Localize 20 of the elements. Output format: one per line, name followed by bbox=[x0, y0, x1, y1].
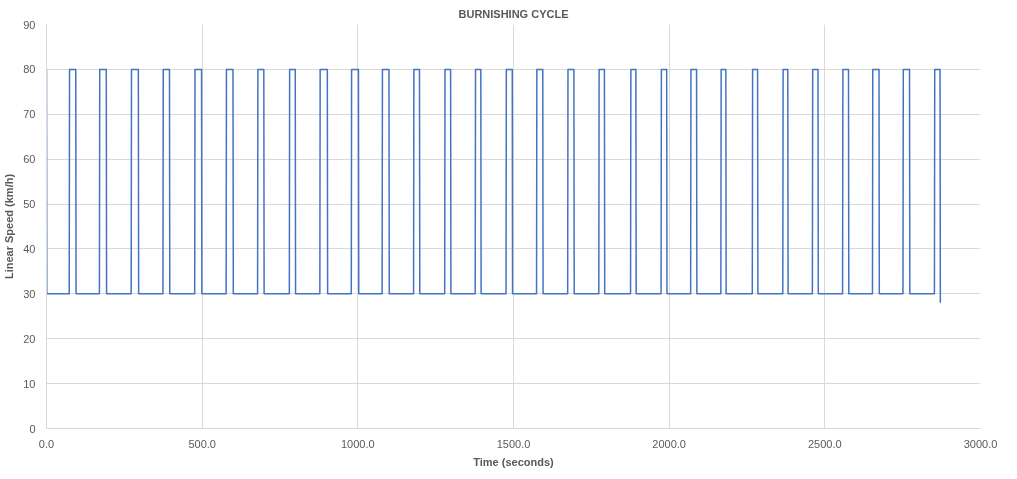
x-tick-label: 2000.0 bbox=[652, 437, 686, 450]
y-tick-label: 80 bbox=[23, 63, 36, 76]
x-tick-label: 0.0 bbox=[38, 437, 55, 450]
y-tick-label: 50 bbox=[23, 198, 36, 211]
y-tick-label: 0 bbox=[29, 422, 36, 435]
x-tick-label: 1500.0 bbox=[496, 437, 531, 450]
y-tick-label: 60 bbox=[23, 153, 36, 166]
x-tick-label: 2500.0 bbox=[808, 437, 842, 450]
y-axis-title: Linear Speed (km/h) bbox=[3, 173, 16, 280]
x-tick-label: 3000.0 bbox=[963, 437, 998, 450]
chart-title: BURNISHING CYCLE bbox=[458, 7, 569, 20]
x-tick-label: 1000.0 bbox=[341, 437, 375, 450]
x-axis-title: Time (seconds) bbox=[473, 455, 555, 468]
x-tick-label: 500.0 bbox=[188, 437, 216, 450]
y-tick-label: 30 bbox=[23, 287, 36, 300]
y-tick-label: 20 bbox=[23, 332, 36, 345]
y-tick-label: 40 bbox=[23, 242, 36, 255]
y-tick-label: 10 bbox=[23, 377, 36, 390]
y-tick-label: 70 bbox=[23, 108, 36, 121]
y-tick-label: 90 bbox=[23, 18, 36, 31]
